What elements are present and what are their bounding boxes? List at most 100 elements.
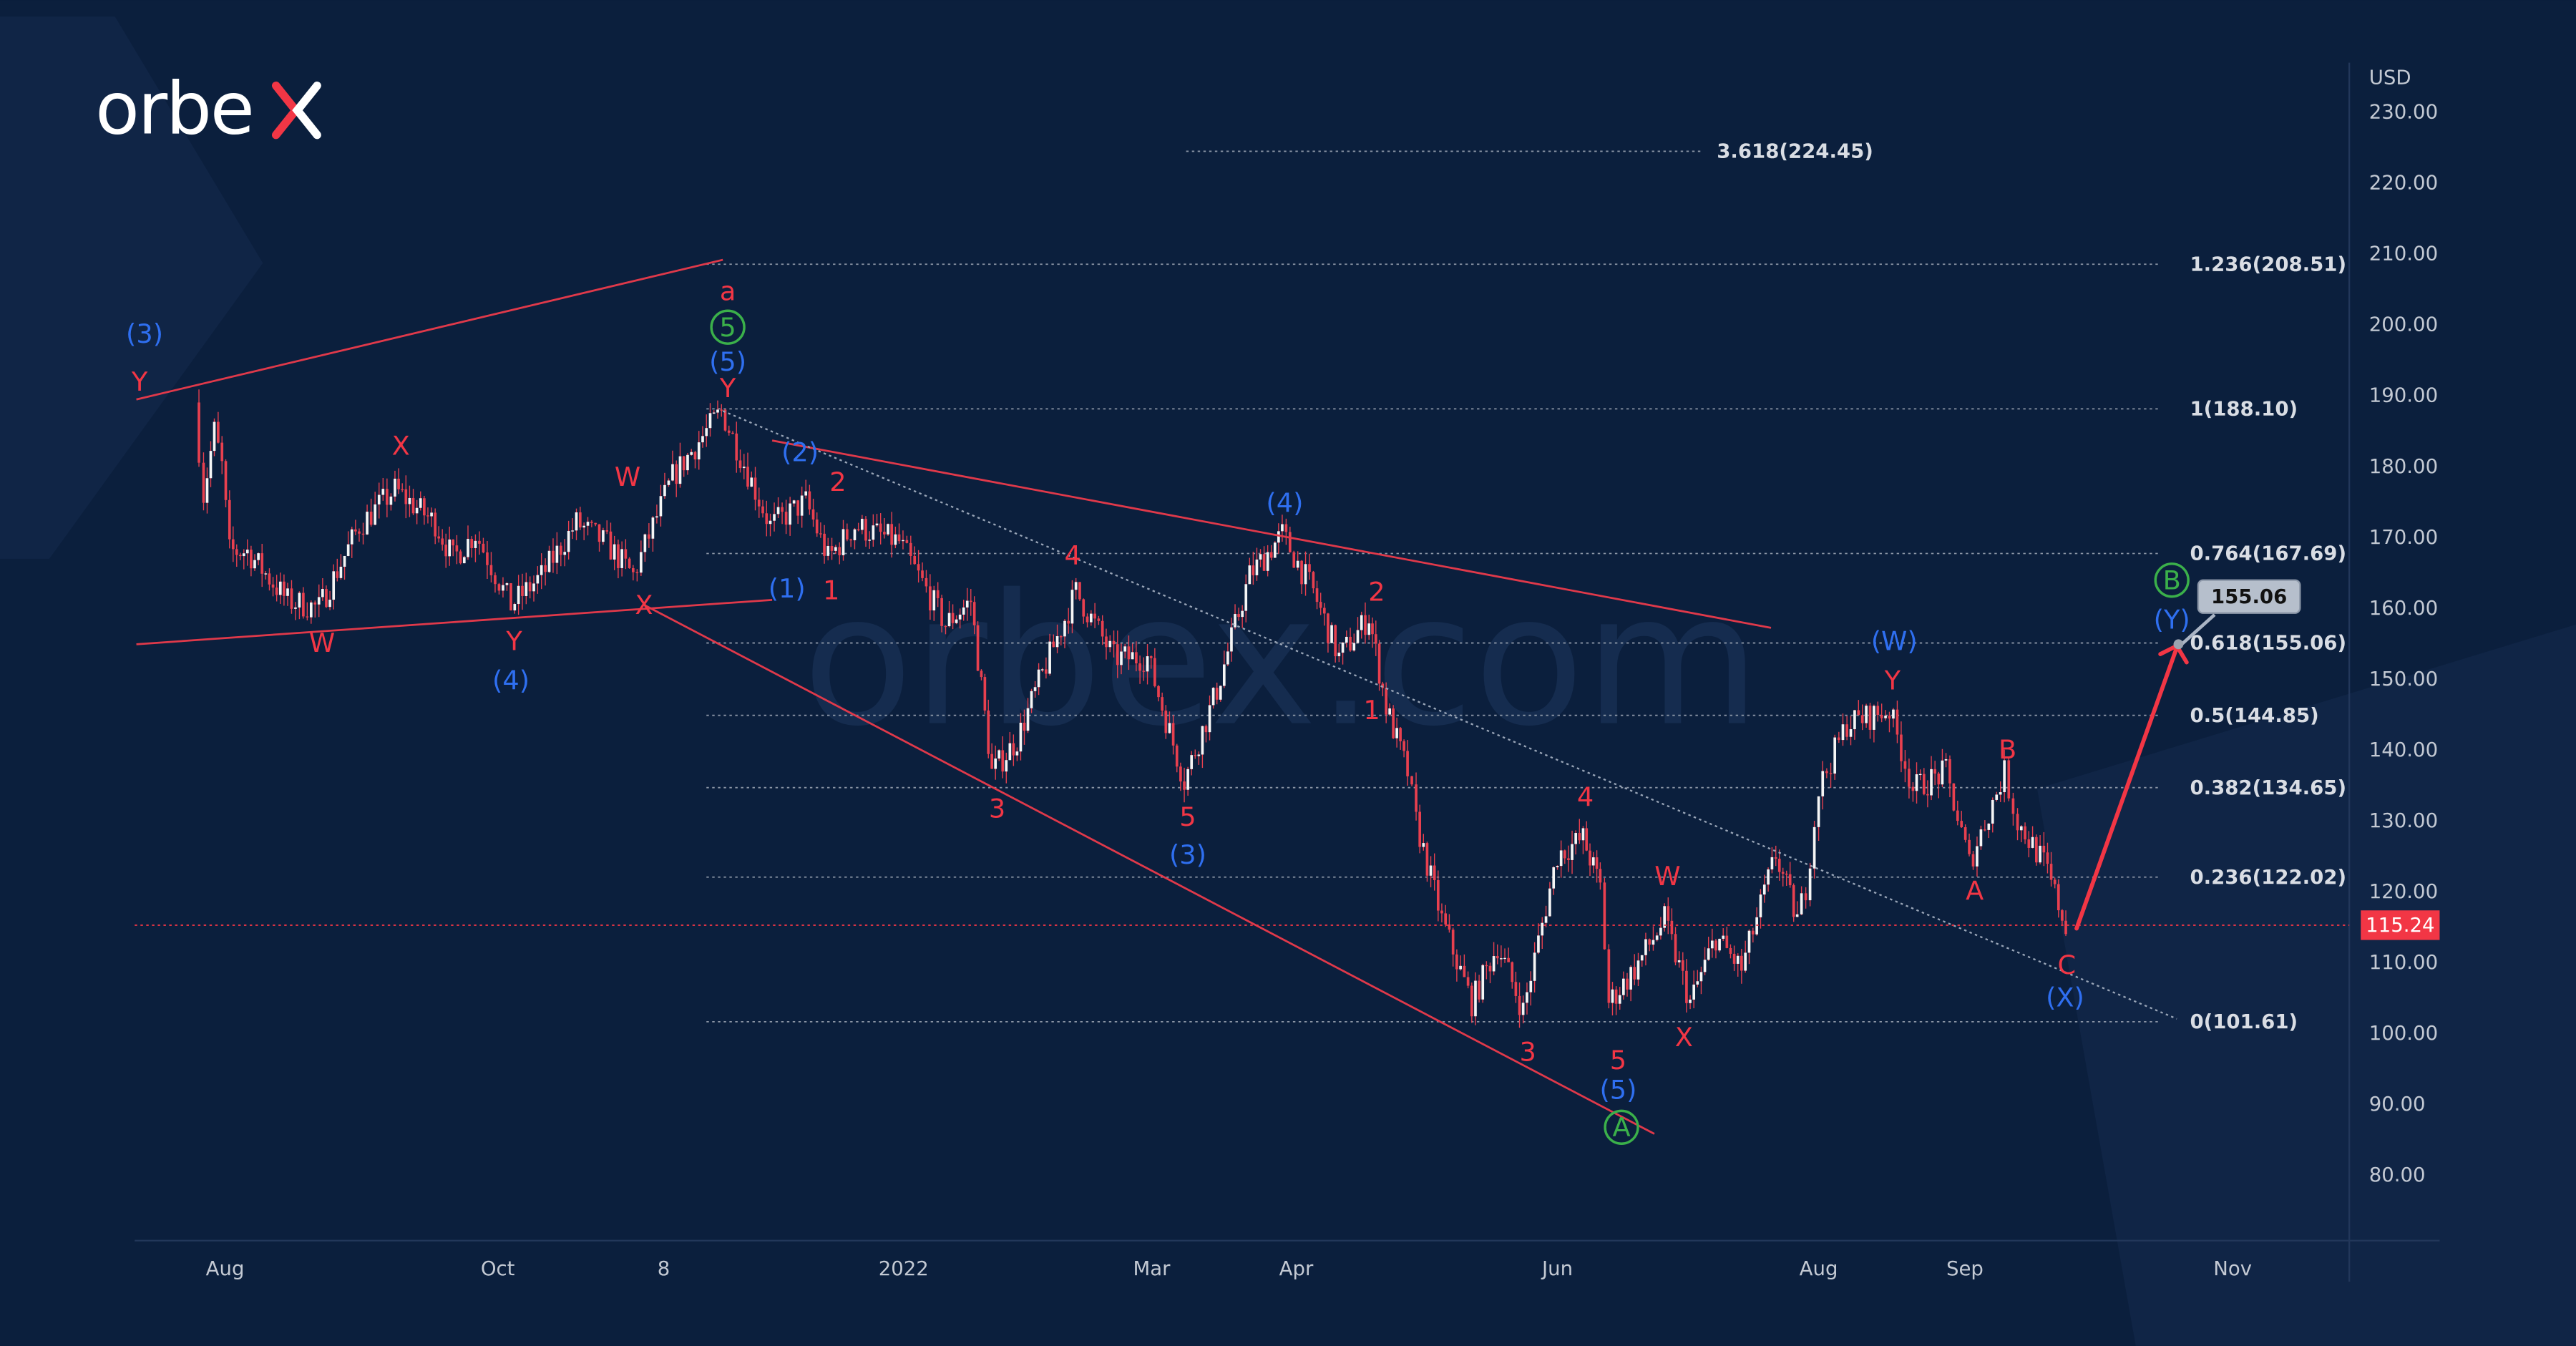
- y-tick-label: 190.00: [2369, 384, 2438, 407]
- candle-body: [571, 530, 574, 532]
- candle-body: [1410, 776, 1413, 785]
- candle-body: [1725, 935, 1729, 948]
- wave-label: 3: [1520, 1037, 1536, 1068]
- candle-body: [815, 520, 819, 534]
- candle-body: [983, 677, 987, 711]
- trendline-lower-left: [136, 598, 773, 645]
- candle-body: [1511, 962, 1514, 982]
- candle-body: [497, 584, 501, 591]
- candle-body: [969, 600, 972, 603]
- candle-body: [1470, 985, 1473, 1017]
- candle-body: [441, 538, 444, 545]
- candle-body: [1138, 663, 1141, 671]
- candle-body: [555, 545, 559, 563]
- x-tick-label: Nov: [2213, 1257, 2252, 1280]
- candle-body: [325, 589, 328, 608]
- candle-body: [361, 533, 365, 535]
- candle-body: [563, 552, 567, 555]
- candle-body: [796, 500, 799, 516]
- candle-body: [1131, 652, 1134, 660]
- candle-body: [1892, 709, 1895, 719]
- candle-body: [1319, 602, 1322, 608]
- candle-body: [640, 552, 643, 573]
- wave-label: (1): [769, 573, 806, 604]
- candle-body: [1995, 794, 1999, 800]
- y-axis[interactable]: 230.00 220.00 210.00 200.00 190.00 180.00 170.…: [2369, 101, 2438, 1186]
- wave-label: W: [615, 462, 640, 492]
- candle-body: [1599, 869, 1602, 883]
- candle-body: [1190, 755, 1194, 769]
- candle-body: [525, 582, 528, 596]
- candle-body: [411, 497, 415, 514]
- candle-body: [575, 512, 578, 531]
- target-callout: 155.06: [2173, 579, 2301, 650]
- candle-body: [1744, 952, 1747, 971]
- candle-body: [1157, 686, 1160, 698]
- candle-body: [635, 572, 639, 573]
- candle-body: [720, 409, 723, 411]
- candle-body: [594, 522, 597, 525]
- candle-body: [1045, 669, 1048, 674]
- candle-body: [1097, 618, 1101, 621]
- candle-body: [1459, 965, 1462, 970]
- candle-body: [1244, 584, 1248, 611]
- candle-body: [478, 540, 481, 544]
- wave-label: Y: [505, 626, 522, 657]
- candle-body: [1116, 644, 1119, 665]
- candle-body: [1626, 978, 1629, 990]
- candle-body: [1849, 729, 1853, 737]
- candle-body: [1012, 743, 1015, 756]
- x-tick-label: Apr: [1279, 1257, 1314, 1280]
- candle-body: [909, 542, 912, 556]
- candle-body: [1377, 643, 1381, 684]
- candle-body: [1718, 938, 1721, 951]
- candle-body: [875, 523, 879, 526]
- candle-body: [415, 507, 419, 514]
- candle-body: [2031, 837, 2034, 848]
- candle-body: [1585, 828, 1589, 851]
- candle-body: [1663, 906, 1666, 928]
- candle-body: [609, 531, 613, 560]
- candle-body: [1030, 691, 1033, 708]
- candle-body: [1603, 882, 1606, 950]
- candle-body: [1948, 759, 1951, 784]
- candle-body: [283, 581, 286, 596]
- candle-body: [894, 534, 897, 545]
- candle-body: [521, 585, 524, 596]
- trendline-upper-left: [136, 258, 723, 401]
- candle-body: [1082, 599, 1085, 617]
- candle-body: [1926, 794, 1929, 796]
- candle-body: [1478, 980, 1480, 1000]
- wave-label: (W): [1871, 626, 1918, 657]
- wave-label: W: [1654, 861, 1680, 892]
- wave-label: (Y): [2154, 605, 2190, 635]
- candle-body: [864, 519, 867, 541]
- x-tick-label: 8: [658, 1257, 670, 1280]
- candle-body: [1841, 724, 1845, 741]
- candle-body: [354, 529, 357, 532]
- candle-body: [1085, 616, 1089, 623]
- candle-body: [1800, 893, 1803, 915]
- wave-label: (4): [492, 665, 530, 696]
- candle-body: [997, 750, 1001, 759]
- candle-body: [690, 452, 693, 455]
- y-tick-label: 100.00: [2369, 1022, 2438, 1045]
- candle-body: [1237, 614, 1240, 618]
- candle-body: [697, 442, 701, 459]
- fib-level-label: 0.382(134.65): [2190, 776, 2346, 799]
- candle-body: [586, 522, 590, 526]
- candle-body: [1105, 636, 1108, 648]
- x-axis[interactable]: Aug Oct 8 2022 Mar Apr Jun Aug Sep Nov: [206, 1257, 2252, 1280]
- candle-body: [1518, 995, 1521, 1015]
- candle-body: [742, 467, 746, 469]
- candle-body: [1759, 894, 1762, 917]
- candle-body: [1211, 688, 1215, 706]
- candle-body: [271, 584, 275, 588]
- wave-label-circle: [710, 309, 746, 345]
- candle-body: [1406, 751, 1409, 776]
- candle-body: [648, 534, 650, 539]
- y-tick-label: 80.00: [2369, 1164, 2426, 1186]
- candle-body: [1792, 885, 1795, 917]
